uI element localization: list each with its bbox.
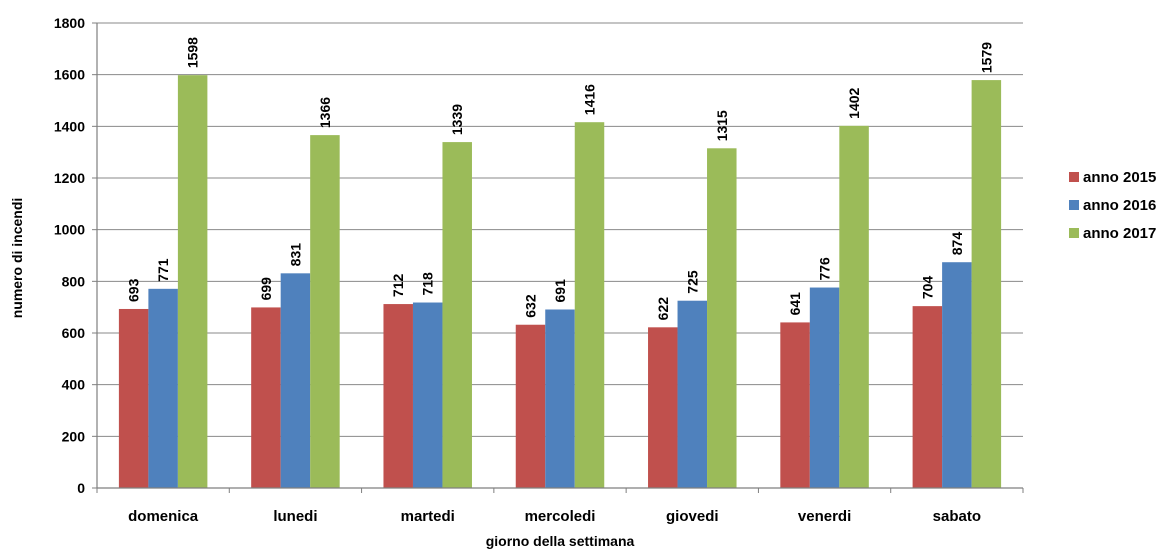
data-label: 1339 — [449, 104, 465, 135]
data-label: 641 — [787, 292, 803, 316]
bar — [177, 75, 208, 488]
bar — [412, 302, 443, 488]
axes-layer: 0 200 400 600 800 1000 1200 1400 1600 1800 domenic… — [54, 15, 1024, 525]
data-label: 831 — [287, 243, 303, 267]
data-label: 691 — [552, 279, 568, 303]
y-tick-label: 1000 — [54, 222, 85, 238]
bar — [780, 322, 810, 488]
y-tick-label: 1600 — [54, 67, 85, 83]
data-label: 776 — [817, 257, 833, 281]
x-tick-label: domenica — [128, 508, 199, 525]
data-label: 1402 — [846, 87, 862, 118]
bar — [809, 287, 840, 488]
data-label: 1579 — [978, 42, 994, 73]
y-tick-label: 400 — [62, 377, 86, 393]
bar — [442, 142, 472, 488]
y-tick-label: 1800 — [54, 15, 85, 31]
bar — [971, 80, 1002, 488]
y-tick-label: 1200 — [54, 170, 85, 186]
bar — [515, 324, 546, 488]
legend-label: anno 2016 — [1083, 197, 1156, 214]
bar — [118, 308, 149, 488]
bar — [545, 309, 575, 488]
bar — [383, 304, 413, 488]
data-label: 622 — [655, 297, 671, 321]
bar — [148, 288, 178, 488]
legend-label: anno 2015 — [1083, 169, 1156, 186]
data-label: 699 — [258, 277, 274, 301]
data-label: 1366 — [317, 97, 333, 128]
data-label: 874 — [949, 232, 965, 256]
x-tick-label: mercoledi — [525, 508, 596, 525]
bar — [707, 148, 737, 488]
y-tick-label: 600 — [62, 325, 86, 341]
legend-swatch — [1069, 172, 1079, 182]
x-axis-title: giorno della settimana — [486, 533, 635, 549]
bar — [310, 135, 340, 488]
y-tick-label: 0 — [77, 480, 85, 496]
legend-swatch — [1069, 228, 1079, 238]
y-tick-label: 1400 — [54, 118, 85, 134]
bar — [648, 327, 678, 488]
bar — [677, 300, 708, 488]
data-label: 632 — [523, 294, 539, 318]
x-tick-label: giovedi — [666, 508, 719, 525]
data-label: 718 — [420, 272, 436, 296]
bar — [574, 122, 605, 488]
data-label: 693 — [126, 278, 142, 302]
y-tick-label: 800 — [62, 273, 86, 289]
data-label: 771 — [155, 258, 171, 282]
x-tick-label: lunedi — [273, 508, 317, 525]
legend: anno 2015 anno 2016 anno 2017 — [1069, 169, 1156, 242]
bar — [942, 262, 972, 488]
data-label: 712 — [390, 273, 406, 297]
x-tick-label: sabato — [933, 508, 981, 525]
data-label: 725 — [684, 270, 700, 294]
legend-swatch — [1069, 200, 1079, 210]
bars-layer — [118, 75, 1002, 489]
y-tick-label: 200 — [62, 428, 86, 444]
x-tick-label: martedi — [401, 508, 455, 525]
data-label: 1416 — [582, 84, 598, 115]
data-label: 704 — [919, 276, 935, 300]
bar — [839, 125, 869, 489]
bar — [251, 307, 281, 488]
x-tick-label: venerdi — [798, 508, 851, 525]
data-labels-layer: 693 771 1598 699 831 1366 712 718 1339 632 691 1416… — [126, 37, 995, 320]
bar — [912, 306, 943, 488]
legend-label: anno 2017 — [1083, 225, 1156, 242]
y-axis-title: numero di incendi — [9, 198, 25, 319]
bar — [280, 273, 311, 488]
data-label: 1598 — [185, 37, 201, 68]
data-label: 1315 — [714, 110, 730, 141]
